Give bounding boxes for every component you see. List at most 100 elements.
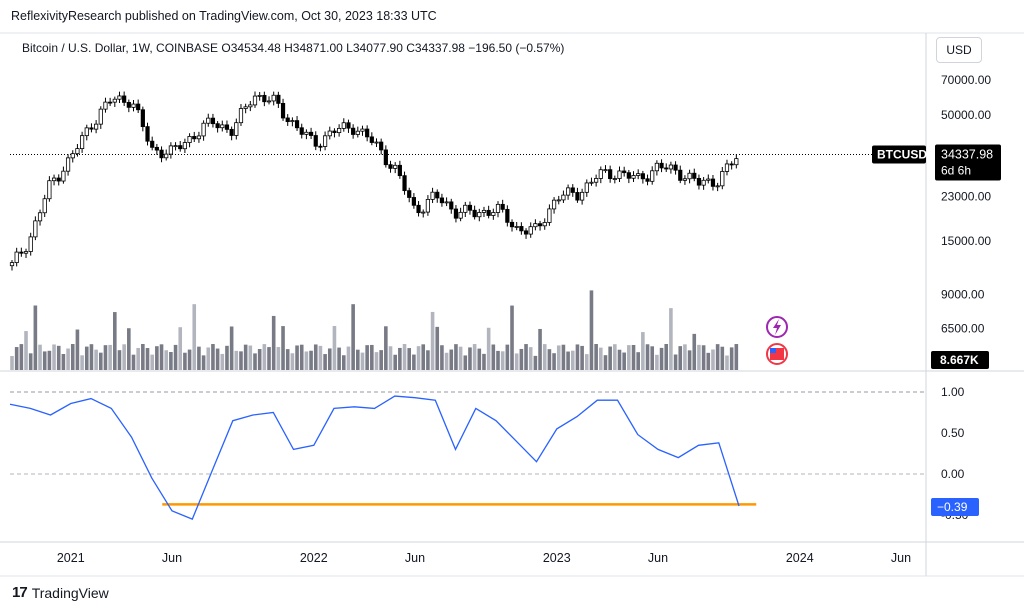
candle-body: [411, 197, 416, 206]
volume-bar: [472, 344, 477, 370]
volume-bar: [243, 344, 248, 370]
volume-bar: [426, 350, 430, 370]
volume-bar: [225, 345, 229, 370]
volume-bar: [98, 352, 103, 370]
volume-bar: [636, 352, 640, 370]
candle-body: [70, 153, 75, 159]
volume-bar: [374, 352, 379, 370]
volume-bar: [715, 344, 720, 370]
volume-bar: [561, 344, 566, 370]
candle-body: [692, 172, 697, 179]
candle-body: [435, 191, 440, 199]
volume-bar: [131, 354, 136, 370]
candle-body: [383, 149, 388, 166]
candle-body: [28, 236, 33, 252]
volume-bar: [669, 308, 673, 370]
volume-bar: [706, 352, 711, 370]
volume-bar: [70, 344, 75, 370]
candle-body: [603, 169, 608, 172]
volume-bar: [524, 344, 528, 370]
candle-body: [122, 95, 127, 103]
volume-bar: [533, 355, 538, 370]
candle-body: [734, 158, 739, 166]
candle-body: [439, 197, 445, 204]
candle-body: [145, 126, 150, 142]
volume-bar: [80, 355, 84, 370]
volume-bar: [215, 348, 220, 370]
currency-button[interactable]: USD: [936, 37, 982, 63]
candle-body: [463, 204, 468, 213]
volume-bar: [122, 344, 126, 370]
volume-bar: [477, 348, 482, 370]
candle-body: [206, 117, 211, 124]
price-tick-label: 15000.00: [941, 234, 991, 248]
candle-body: [33, 220, 38, 238]
candle-body: [505, 208, 510, 223]
footer-brand[interactable]: 17 TradingView: [12, 584, 109, 601]
volume-badge-value: 8.667K: [940, 353, 979, 367]
candle-body: [575, 192, 580, 201]
candle-body: [696, 177, 702, 186]
candle-body: [402, 175, 407, 192]
indicator-line: [9, 395, 740, 520]
volume-bar: [631, 344, 636, 370]
candle-body: [472, 209, 477, 218]
candle-body: [640, 173, 645, 180]
volume-bar: [393, 354, 397, 370]
candle-body: [210, 117, 216, 125]
volume-bar: [38, 344, 42, 370]
price-tick-label: 70000.00: [941, 73, 991, 87]
volume-bar: [108, 344, 112, 370]
candle-body: [491, 212, 496, 216]
candle-body: [266, 100, 272, 103]
candle-body: [299, 127, 304, 135]
candle-body: [715, 185, 720, 188]
volume-bar: [75, 329, 80, 370]
volume-bar: [337, 347, 341, 370]
volume-bar: [687, 350, 692, 370]
volume-bar: [42, 351, 47, 370]
candle-body: [668, 164, 674, 170]
candle-body: [351, 127, 356, 135]
candle-body: [654, 162, 659, 172]
candle-body: [140, 109, 145, 128]
candle-body: [542, 222, 547, 227]
candle-body: [537, 223, 543, 227]
volume-bar: [421, 344, 426, 370]
volume-bar: [589, 290, 594, 370]
indicator-tick-label: 0.00: [941, 467, 965, 481]
candle-body: [514, 226, 519, 228]
candle-body: [379, 141, 384, 151]
candle-body: [565, 187, 571, 196]
time-tick-label: 2021: [57, 551, 85, 565]
volume-bar: [299, 344, 304, 370]
volume-bar: [412, 354, 416, 370]
brand-name: TradingView: [31, 584, 109, 601]
volume-bar: [56, 345, 61, 370]
candle-body: [37, 212, 43, 222]
volume-bar: [552, 353, 556, 370]
candle-body: [103, 101, 108, 110]
volume-bar: [379, 350, 383, 370]
volume-bar: [608, 346, 612, 370]
candle-body: [720, 171, 725, 187]
candle-body: [94, 123, 99, 130]
publisher-line: ReflexivityResearch published on Trading…: [11, 9, 437, 23]
candle-body: [687, 172, 692, 180]
candle-body: [117, 95, 122, 100]
volume-bar: [678, 346, 683, 370]
volume-bar: [496, 350, 500, 370]
candle-body: [570, 187, 575, 193]
volume-bar: [444, 352, 449, 370]
price-tick-label: 50000.00: [941, 108, 991, 122]
candle-body: [458, 211, 463, 219]
candle-body: [229, 128, 234, 136]
time-tick-label: Jun: [162, 551, 182, 565]
volume-bar: [33, 305, 38, 370]
candle-body: [556, 199, 561, 202]
candle-body: [626, 172, 631, 179]
candle-body: [154, 146, 159, 151]
candle-body: [397, 164, 402, 177]
price-tick-label: 9000.00: [941, 287, 985, 301]
